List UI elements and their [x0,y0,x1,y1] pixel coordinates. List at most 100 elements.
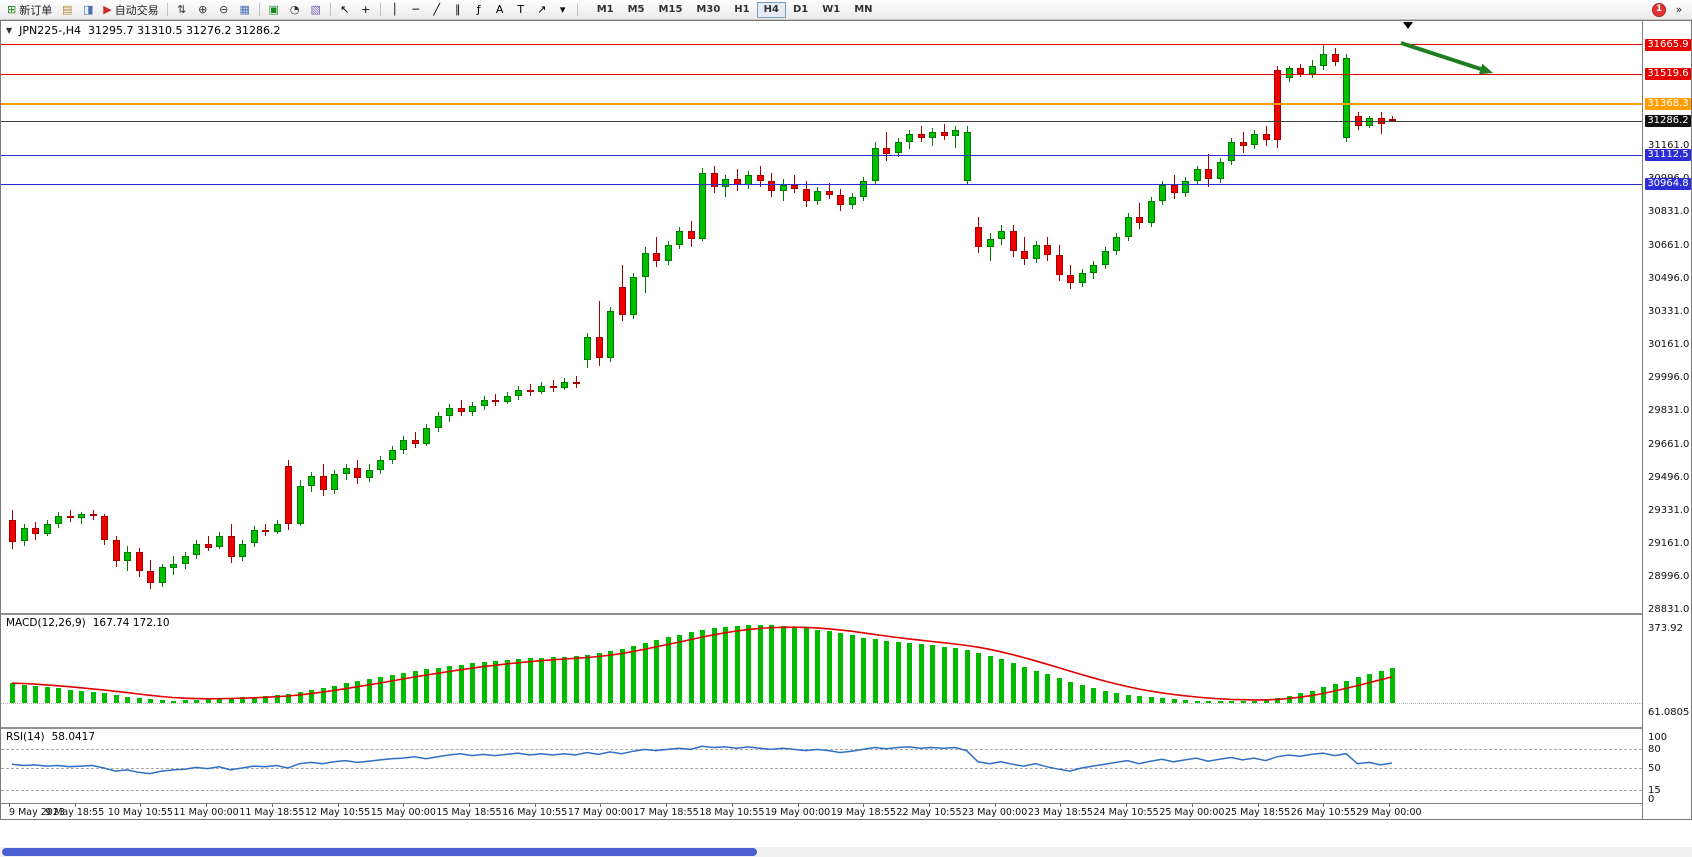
notification-badge[interactable]: 1 [1652,2,1666,17]
macd-histogram-bar [1033,670,1039,703]
timeframe-h1[interactable]: H1 [727,2,756,18]
candle-body [814,191,821,202]
text-label-icon[interactable]: T [511,1,531,18]
timeframe-w1[interactable]: W1 [815,2,847,18]
macd-histogram-bar [44,687,50,703]
panel-separator[interactable] [1,727,1642,729]
candle-body [722,179,729,188]
candle-body [607,310,614,359]
one-click-trading-toggle[interactable]: ▼ [6,26,13,35]
macd-histogram-bar [56,688,61,703]
price-axis-label: 28996.0 [1648,571,1690,583]
more-arrows-icon[interactable]: ▾ [553,1,573,18]
macd-histogram-bar [286,693,291,703]
scrollbar-thumb[interactable] [2,848,757,856]
macd-histogram-bar [792,626,797,703]
macd-histogram-bar [401,673,406,703]
macd-histogram-bar [746,625,751,703]
price-level-line[interactable] [1,44,1642,46]
rsi-panel[interactable]: RSI(14) 58.0417 [1,729,1642,803]
candle-body [250,529,258,544]
price-level-line[interactable] [1,73,1642,75]
indicators-icon[interactable]: ⇅ [172,1,192,18]
candle-body [308,475,315,486]
macd-histogram-bar [470,663,475,703]
new-chart-icon[interactable]: ▣ [264,1,284,18]
zoom-out-icon[interactable]: ⊖ [214,1,234,18]
macd-histogram-bar [838,633,843,703]
price-level-line[interactable] [1,183,1642,185]
candle-wick [207,535,209,552]
macd-histogram-bar [964,649,970,703]
candle-body [193,543,200,556]
timeframe-m15[interactable]: M15 [652,2,690,18]
macd-histogram-bar [815,629,820,703]
rsi-axis-label: 80 [1648,744,1661,756]
trend-arrow-annotation[interactable] [1,21,1642,613]
candle-body [9,519,16,542]
macd-histogram-bar [389,675,395,703]
timeframe-m30[interactable]: M30 [689,2,727,18]
tile-windows-icon[interactable]: ▦ [235,1,255,18]
time-axis-label: 11 May 18:55 [239,807,305,818]
candle-body [331,473,338,490]
time-axis-tick [929,804,930,807]
auto-trading-button[interactable]: ▶ 自动交易 [99,1,162,18]
equidistant-channel-icon[interactable]: ∥ [448,1,468,18]
timeframe-h4[interactable]: H4 [756,1,786,18]
price-level-badge: 31665.9 [1645,38,1691,51]
timeframe-m5[interactable]: M5 [621,2,652,18]
price-level-badge: 31112.5 [1645,149,1691,161]
time-axis-label: 9 May 2023 [9,807,65,818]
cursor-icon[interactable]: ↖ [335,1,355,18]
macd-histogram-bar [907,643,912,703]
timeframe-m1[interactable]: M1 [590,2,621,18]
panel-separator[interactable] [1,613,1642,615]
macd-histogram-bar [596,653,602,703]
price-level-line[interactable] [1,103,1642,106]
time-axis-tick [1389,804,1390,807]
new-order-button[interactable]: ⊞ 新订单 [3,1,56,18]
fibonacci-icon[interactable]: ƒ [469,1,489,18]
time-axis-tick [534,804,536,807]
macd-histogram-bar [769,625,774,703]
navigator-icon[interactable]: ◨ [78,1,98,18]
macd-histogram-bar [148,699,153,703]
macd-histogram-bar [1367,674,1372,703]
candle-body [124,551,131,562]
macd-histogram-bar [608,651,613,703]
arrows-icon[interactable]: ↗ [532,1,552,18]
main-chart-panel[interactable]: ▼ JPN225-,H4 31295.7 31310.5 31276.2 312… [1,21,1642,613]
candle-body [1055,255,1063,275]
candle-body [699,173,706,240]
trendline-icon[interactable]: ╱ [427,1,447,18]
vertical-line-icon[interactable]: │ [385,1,405,18]
time-axis-label: 23 May 18:55 [1027,807,1093,818]
macd-histogram-bar [803,628,809,703]
zoom-in-icon[interactable]: ⊕ [193,1,213,18]
period-clock-icon[interactable]: ◔ [285,1,305,18]
scrollbar-track[interactable] [0,847,1692,857]
macd-histogram-bar [194,699,199,703]
timeframe-d1[interactable]: D1 [786,2,815,18]
market-watch-icon[interactable]: ▤ [57,1,77,18]
horizontal-line-icon[interactable]: ─ [406,1,426,18]
candle-body [1216,161,1224,180]
time-axis-label: 22 May 10:55 [896,807,962,818]
toolbar-separator [258,3,260,16]
templates-icon[interactable]: ▧ [306,1,326,18]
candle-body [837,195,844,206]
candle-body [768,181,775,192]
time-axis[interactable]: 9 May 2023 9 May 18:55 10 May 10:55 11 May … [1,803,1642,819]
price-level-line[interactable] [1,154,1642,156]
candle-body [342,467,350,474]
text-icon[interactable]: A [490,1,510,18]
toolbar-overflow-button[interactable]: » [1669,1,1689,18]
candle-body [526,390,534,393]
macd-panel[interactable]: MACD(12,26,9) 167.74 172.10 [1,615,1642,727]
macd-histogram-bar [930,645,935,703]
macd-histogram-bar [861,637,866,703]
crosshair-icon[interactable]: + [356,1,376,18]
price-axis[interactable]: 31665.9 31519.6 31368.3 31112.5 30964.8 31286… [1642,21,1691,819]
timeframe-mn[interactable]: MN [847,2,879,18]
